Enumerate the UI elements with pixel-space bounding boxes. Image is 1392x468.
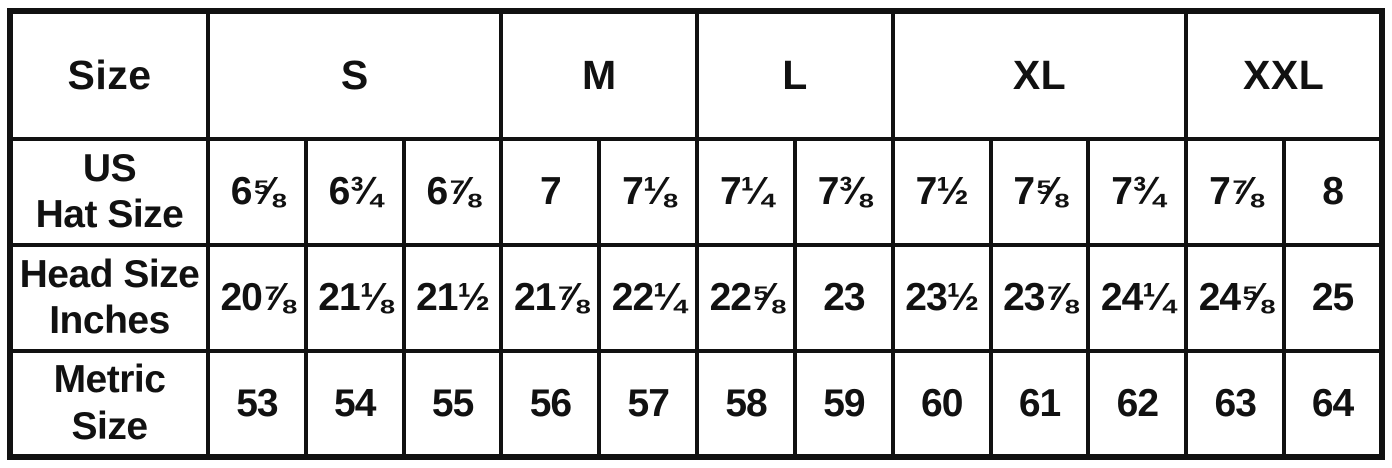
value-cell: 62 (1086, 349, 1189, 459)
value-cell: 61 (988, 349, 1091, 459)
value-cell: 24⅝ (1184, 243, 1287, 353)
value-cell: 54 (303, 349, 406, 459)
size-group-m: M (499, 9, 700, 141)
value-cell: 6⅞ (401, 137, 504, 247)
size-group-l: L (695, 9, 895, 141)
size-corner-header: Size (8, 9, 210, 141)
table-row: Head Size Inches 20⅞ 21⅛ 21½ 21⅞ 22¼ 22⅝ 23 23½ 23… (8, 243, 1384, 353)
value-cell: 57 (597, 349, 700, 459)
value-cell: 7⅛ (597, 137, 700, 247)
value-cell: 22⅝ (695, 243, 797, 353)
chart-body: US Hat Size 6⅝ 6¾ 6⅞ 7 7⅛ 7¼ 7⅜ 7½ 7⅝ 7¾ 7⅞ 8 Head Siz… (8, 137, 1384, 459)
value-cell: 56 (499, 349, 602, 459)
value-cell: 21⅛ (303, 243, 406, 353)
value-cell: 21⅞ (499, 243, 602, 353)
row-label-metric-size: Metric Size (8, 349, 210, 459)
size-group-xxl: XXL (1184, 9, 1384, 141)
value-cell: 7½ (890, 137, 993, 247)
size-header-row: Size S M L XL XXL (8, 9, 1384, 141)
value-cell: 20⅞ (206, 243, 308, 353)
value-cell: 7⅜ (792, 137, 895, 247)
value-cell: 6¾ (303, 137, 406, 247)
row-label-head-size-inches: Head Size Inches (8, 243, 210, 353)
value-cell: 23 (792, 243, 895, 353)
value-cell: 64 (1282, 349, 1384, 459)
hat-size-chart: Size S M L XL XXL US Hat Size 6⅝ 6¾ 6⅞ 7 7⅛ 7¼ 7⅜ 7½ 7… (7, 8, 1385, 460)
value-cell: 21½ (401, 243, 504, 353)
value-cell: 7¼ (695, 137, 797, 247)
value-cell: 23⅞ (988, 243, 1091, 353)
value-cell: 63 (1184, 349, 1287, 459)
value-cell: 22¼ (597, 243, 700, 353)
value-cell: 58 (695, 349, 797, 459)
table-row: Metric Size 53 54 55 56 57 58 59 60 61 62 63 64 (8, 349, 1384, 459)
value-cell: 7⅞ (1184, 137, 1287, 247)
value-cell: 23½ (890, 243, 993, 353)
row-label-us-hat-size: US Hat Size (8, 137, 210, 247)
value-cell: 53 (206, 349, 308, 459)
value-cell: 7¾ (1086, 137, 1189, 247)
value-cell: 6⅝ (206, 137, 308, 247)
value-cell: 25 (1282, 243, 1384, 353)
value-cell: 7⅝ (988, 137, 1091, 247)
value-cell: 60 (890, 349, 993, 459)
value-cell: 55 (401, 349, 504, 459)
size-group-s: S (205, 9, 504, 141)
value-cell: 7 (499, 137, 602, 247)
value-cell: 8 (1282, 137, 1384, 247)
value-cell: 59 (792, 349, 895, 459)
table-row: US Hat Size 6⅝ 6¾ 6⅞ 7 7⅛ 7¼ 7⅜ 7½ 7⅝ 7¾ 7⅞ 8 (8, 137, 1384, 247)
size-group-xl: XL (890, 9, 1189, 141)
value-cell: 24¼ (1086, 243, 1189, 353)
